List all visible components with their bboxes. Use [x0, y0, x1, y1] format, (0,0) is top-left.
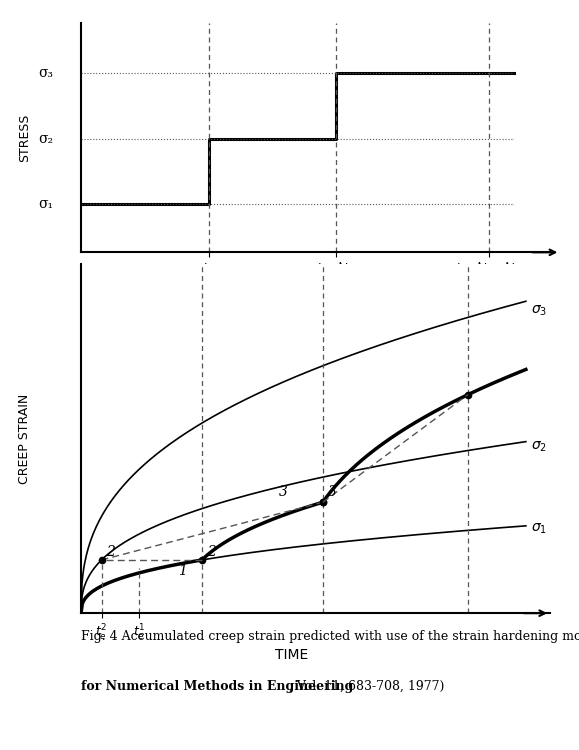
Text: σ₃: σ₃	[38, 66, 53, 80]
Text: 1: 1	[178, 564, 186, 578]
Text: σ₂: σ₂	[38, 131, 53, 146]
Text: $\sigma_2$: $\sigma_2$	[531, 440, 547, 454]
Text: 3: 3	[328, 484, 336, 499]
Text: for Numerical Methods in Engineering: for Numerical Methods in Engineering	[81, 680, 353, 693]
Text: $\sigma_3$: $\sigma_3$	[531, 304, 547, 318]
Text: , Vol. 11, 683-708, 1977): , Vol. 11, 683-708, 1977)	[81, 680, 445, 693]
Text: $\sigma_1$: $\sigma_1$	[531, 521, 547, 536]
Text: TIME: TIME	[276, 648, 309, 662]
Text: Fig. 4 Accumulated creep strain predicted with use of the strain hardening model: Fig. 4 Accumulated creep strain predicte…	[81, 630, 579, 644]
Text: CREEP STRAIN: CREEP STRAIN	[19, 394, 31, 484]
Text: 3: 3	[279, 484, 288, 499]
Text: STRESS: STRESS	[19, 113, 31, 161]
Text: σ₁: σ₁	[38, 197, 53, 211]
Text: 2: 2	[107, 544, 115, 559]
Text: 2: 2	[207, 544, 215, 559]
